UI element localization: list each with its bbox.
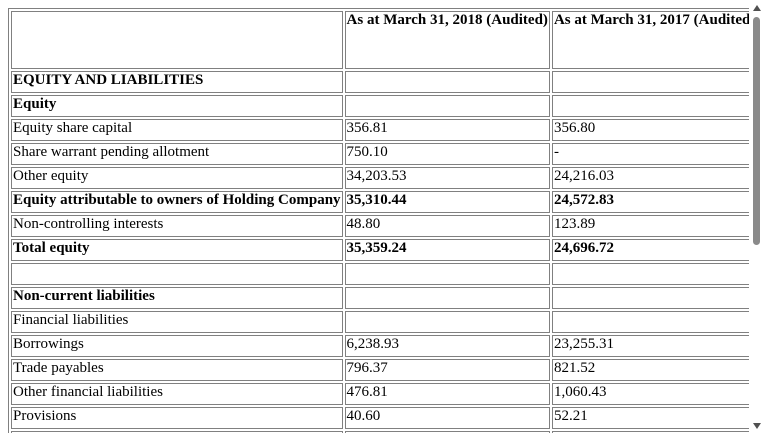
value-2018 xyxy=(344,311,550,333)
value-2017 xyxy=(551,287,749,309)
table-row: Share warrant pending allotment 750.10- xyxy=(11,143,749,165)
value-2018: 35,310.44 xyxy=(344,191,550,213)
value-2018: 796.37 xyxy=(344,359,550,381)
value-2018 xyxy=(344,263,550,285)
table-row: Equity xyxy=(11,95,749,117)
value-2018: 476.81 xyxy=(344,383,550,405)
value-2017 xyxy=(551,263,749,285)
table-row: Trade payables 796.37 821.52 xyxy=(11,359,749,381)
value-2018: 6,238.93 xyxy=(344,335,550,357)
row-label: Financial liabilities xyxy=(11,311,343,333)
scroll-up-arrow-icon[interactable] xyxy=(749,0,764,15)
table-row: Equity share capital 356.81 356.80 xyxy=(11,119,749,141)
value-2018 xyxy=(344,71,550,93)
value-2017: - xyxy=(551,143,749,165)
row-label: Borrowings xyxy=(11,335,343,357)
table-row: Total equity 35,359.24 24,696.72 xyxy=(11,239,749,261)
balance-sheet-table: As at March 31, 2018 (Audited) As at Mar… xyxy=(8,8,749,433)
value-2017: 52.21 xyxy=(551,407,749,429)
table-row: Non-controlling interests 48.80 123.89 xyxy=(11,215,749,237)
table-header-row: As at March 31, 2018 (Audited) As at Mar… xyxy=(11,11,749,69)
value-2017: 356.80 xyxy=(551,119,749,141)
row-label: Trade payables xyxy=(11,359,343,381)
row-label: Equity share capital xyxy=(11,119,343,141)
value-2017 xyxy=(551,311,749,333)
value-2017: 24,216.03 xyxy=(551,167,749,189)
row-label: Non-current liabilities xyxy=(11,287,343,309)
row-label: Equity attributable to owners of Holding… xyxy=(11,191,343,213)
table-row: Provisions 40.60 52.21 xyxy=(11,407,749,429)
value-2017 xyxy=(551,71,749,93)
header-col-2018: As at March 31, 2018 (Audited) xyxy=(344,11,550,69)
vertical-scrollbar[interactable] xyxy=(749,0,764,433)
value-2018: 35,359.24 xyxy=(344,239,550,261)
row-label: Total equity xyxy=(11,239,343,261)
table-row: Non-current liabilities xyxy=(11,287,749,309)
row-label: Other financial liabilities xyxy=(11,383,343,405)
value-2018: 750.10 xyxy=(344,143,550,165)
row-label: Provisions xyxy=(11,407,343,429)
row-label: Other equity xyxy=(11,167,343,189)
value-2017 xyxy=(551,95,749,117)
table-row: EQUITY AND LIABILITIES xyxy=(11,71,749,93)
value-2017: 24,572.83 xyxy=(551,191,749,213)
scroll-down-arrow-icon[interactable] xyxy=(749,418,764,433)
value-2018: 40.60 xyxy=(344,407,550,429)
row-label: Equity xyxy=(11,95,343,117)
row-label xyxy=(11,263,343,285)
value-2018: 34,203.53 xyxy=(344,167,550,189)
table-row: Other equity 34,203.53 24,216.03 xyxy=(11,167,749,189)
value-2018: 356.81 xyxy=(344,119,550,141)
header-col-2017: As at March 31, 2017 (Audited) xyxy=(551,11,749,69)
row-label: EQUITY AND LIABILITIES xyxy=(11,71,343,93)
row-label: Non-controlling interests xyxy=(11,215,343,237)
value-2017: 24,696.72 xyxy=(551,239,749,261)
scrollbar-thumb[interactable] xyxy=(753,17,760,245)
value-2018 xyxy=(344,287,550,309)
value-2017: 821.52 xyxy=(551,359,749,381)
table-row: Borrowings 6,238.93 23,255.31 xyxy=(11,335,749,357)
value-2017: 123.89 xyxy=(551,215,749,237)
value-2017: 1,060.43 xyxy=(551,383,749,405)
header-blank-cell xyxy=(11,11,343,69)
table-row: Other financial liabilities 476.81 1,060.4… xyxy=(11,383,749,405)
table-row: Financial liabilities xyxy=(11,311,749,333)
value-2018: 48.80 xyxy=(344,215,550,237)
value-2017: 23,255.31 xyxy=(551,335,749,357)
value-2018 xyxy=(344,95,550,117)
table-row xyxy=(11,263,749,285)
row-label: Share warrant pending allotment xyxy=(11,143,343,165)
table-row: Equity attributable to owners of Holding… xyxy=(11,191,749,213)
